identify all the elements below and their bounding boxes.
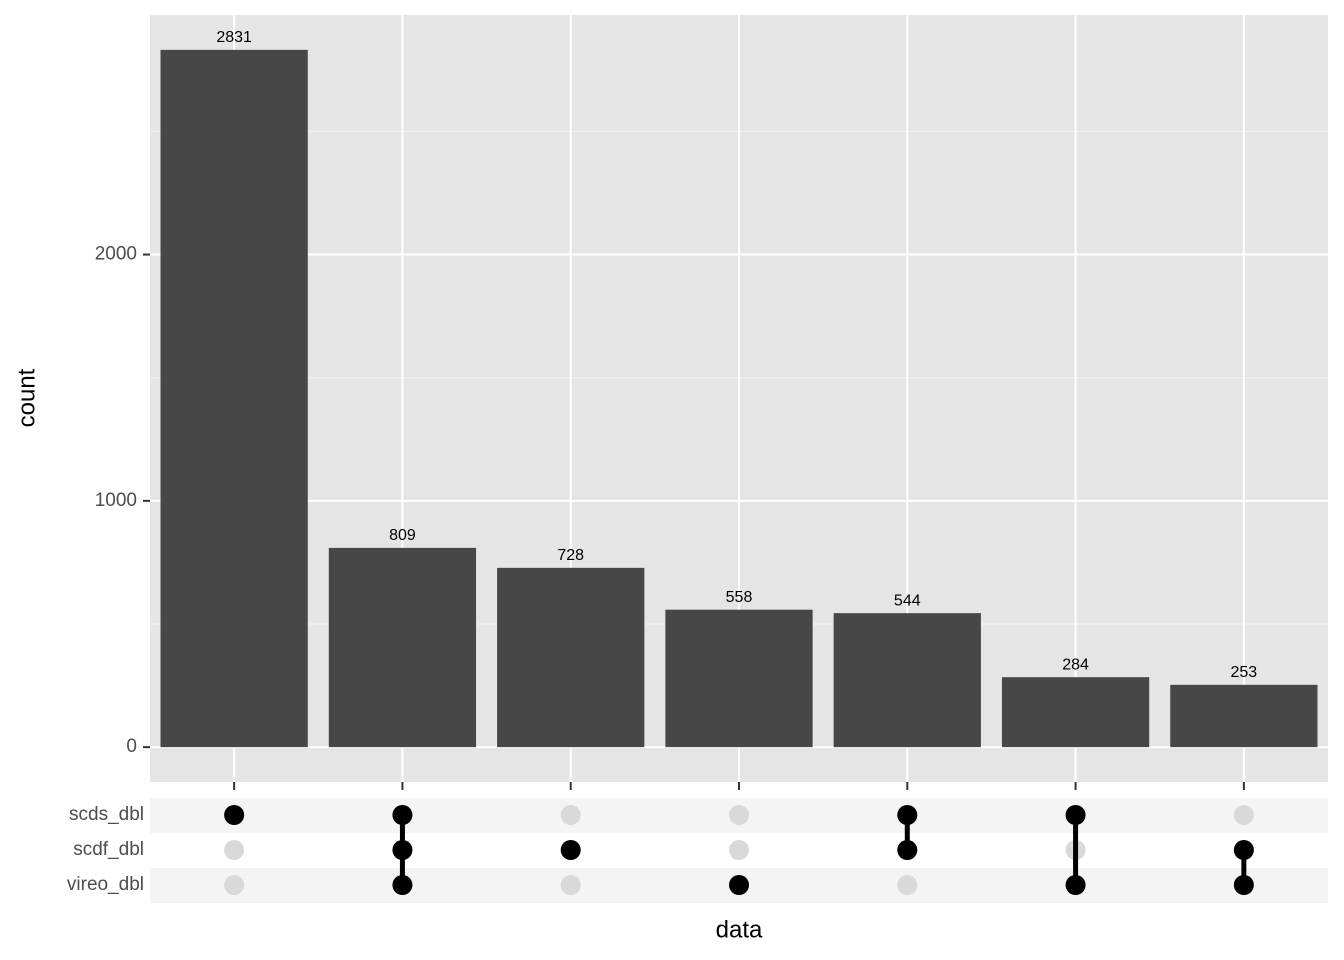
y-tick-label: 2000 [95,244,137,265]
matrix-dot [392,840,413,860]
bar [497,567,645,748]
matrix-dot [392,805,413,825]
matrix-dot [897,840,918,860]
value-label: 253 [1231,664,1258,681]
matrix-dot [1065,875,1086,895]
x-axis-label: data [716,916,763,943]
bar [833,613,981,748]
y-tick-label: 0 [126,736,137,757]
y-tick-label: 1000 [95,490,137,511]
matrix-dot-empty [224,840,245,860]
matrix-dot [1233,840,1254,860]
value-label: 284 [1062,656,1089,673]
set-label: vireo_dbl [67,874,144,895]
value-label: 544 [894,592,921,609]
matrix-dot [1065,805,1086,825]
matrix-dot [897,805,918,825]
bar [328,547,477,748]
matrix-dot-empty [560,805,581,825]
bar [1001,677,1150,748]
matrix-dot [729,875,749,895]
matrix-dot [1233,875,1254,895]
matrix-dot-empty [897,875,918,895]
matrix-dot-empty [560,875,581,895]
set-label: scds_dbl [69,804,144,825]
matrix-dot [392,875,413,895]
matrix-dot [224,805,245,825]
matrix-dot-empty [1233,805,1254,825]
matrix-dot-empty [729,840,749,860]
value-label: 809 [389,527,416,544]
bar [665,609,813,748]
value-label: 728 [557,547,584,564]
bar [1170,684,1318,748]
value-label: 2831 [216,29,252,46]
set-label: scdf_dbl [73,839,144,860]
bar [160,49,308,748]
value-label: 558 [726,589,753,606]
matrix-dot-empty [729,805,749,825]
matrix-dot [560,840,581,860]
y-axis-label: count [13,368,40,427]
matrix-dot-empty [224,875,245,895]
